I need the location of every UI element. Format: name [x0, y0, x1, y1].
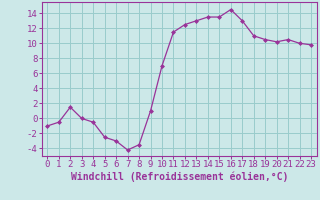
X-axis label: Windchill (Refroidissement éolien,°C): Windchill (Refroidissement éolien,°C) — [70, 172, 288, 182]
